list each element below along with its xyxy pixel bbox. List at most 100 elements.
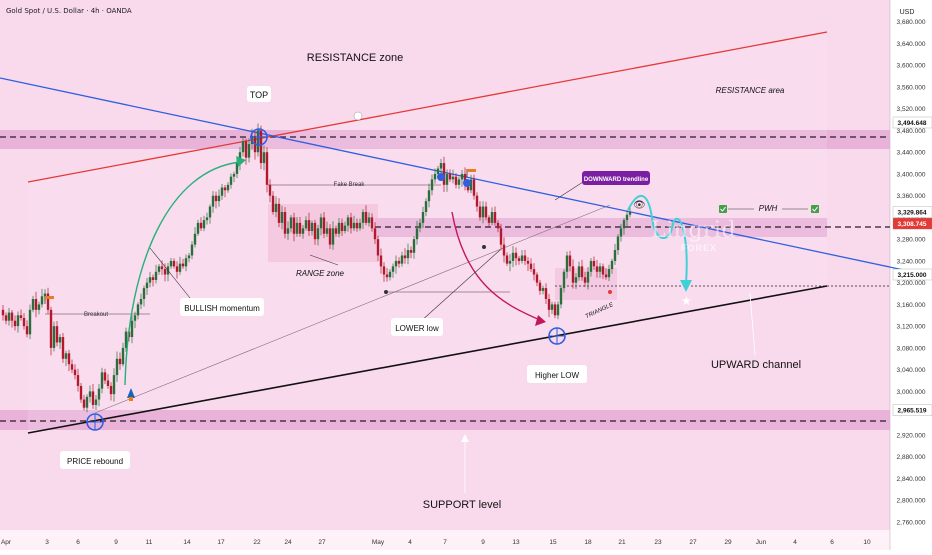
candle-body (514, 252, 518, 259)
upward-channel-label: UPWARD channel (711, 359, 801, 371)
candle-body (355, 222, 359, 229)
upward-channel-pointer (749, 292, 756, 356)
time-axis-background (0, 530, 890, 550)
candle-body (496, 222, 500, 229)
candle-body (169, 260, 173, 267)
y-tick-label: 2,840.000 (897, 476, 926, 483)
candle-body (526, 260, 530, 264)
candle-body (475, 195, 479, 207)
candle-body (211, 195, 215, 207)
lower-low-arc-arrow (451, 211, 541, 321)
x-tick-label: 4 (408, 539, 412, 546)
candle-body (370, 217, 374, 229)
range-zone-label: RANGE zone (296, 269, 345, 278)
candle-body (556, 304, 560, 316)
candle-body (346, 217, 350, 226)
y-tick-label: 3,280.000 (897, 237, 926, 244)
y-tick-label: 3,600.000 (897, 63, 926, 70)
candle-body (94, 399, 98, 405)
candle-body (172, 260, 176, 267)
candle-body (199, 222, 203, 229)
candle-body (241, 141, 245, 153)
fake-break-label: Fake Break (334, 182, 366, 188)
candle-body (175, 266, 179, 272)
candle-body (430, 179, 434, 191)
candle-body (418, 222, 422, 229)
candle-body (487, 217, 491, 223)
candle-body (214, 195, 218, 202)
candle-body (223, 187, 227, 191)
candle-body (4, 315, 8, 321)
range-pointer (309, 254, 339, 266)
x-tick-label: 18 (584, 539, 592, 546)
candle-body (517, 258, 521, 261)
candle-body (508, 260, 512, 264)
candle-body (427, 190, 431, 202)
candle-body (367, 217, 371, 223)
candle-body (391, 266, 395, 272)
y-tick-label: 3,480.000 (897, 128, 926, 135)
time-axis[interactable]: Apr 3 6 9 11 14 17 22 24 27 May 4 7 9 13 15 18 21 23 27 29 Ju… (1, 539, 871, 546)
candle-body (412, 239, 416, 253)
inner-channel-line (94, 204, 611, 414)
candle-body (286, 228, 290, 234)
candle-body (160, 266, 164, 270)
price-tag-box (892, 206, 932, 218)
candle-body (316, 228, 320, 240)
candle-body (361, 212, 365, 223)
candle-body (451, 176, 455, 180)
candle-body (232, 173, 236, 177)
candle-body (25, 326, 29, 335)
candle-body (274, 203, 278, 212)
candle-body (256, 130, 260, 153)
candle-body (70, 364, 74, 370)
candlestick-series (1, 123, 632, 413)
projection-arrowhead (680, 280, 692, 292)
candle-body (163, 269, 167, 275)
x-tick-label: 21 (618, 539, 626, 546)
x-tick-label: 29 (724, 539, 732, 546)
candle-body (139, 298, 143, 305)
candle-body (457, 179, 461, 185)
support-level-label: SUPPORT level (423, 499, 501, 511)
upward-trendline (27, 285, 828, 434)
candle-body (415, 228, 419, 240)
candle-body (79, 385, 83, 400)
candle-body (283, 212, 287, 234)
candle-body (151, 277, 155, 280)
fake-break-dot-1 (437, 173, 445, 181)
x-tick-label: 7 (443, 539, 447, 546)
candle-body (217, 195, 221, 202)
range-low-dot-icon (384, 290, 388, 294)
pwh-check-right-icon (811, 205, 819, 213)
candle-body (259, 130, 263, 164)
candle-body (331, 228, 335, 245)
candle-body (226, 184, 230, 191)
candle-body (319, 217, 323, 229)
candle-body (601, 266, 605, 275)
candle-body (613, 250, 617, 261)
x-tick-label: Apr (1, 539, 12, 546)
candle-body (154, 271, 158, 280)
breakout-flag-icon (44, 296, 54, 304)
projection-path (627, 195, 688, 285)
candle-body (301, 228, 305, 234)
price-tag: 2,965.519 (898, 408, 927, 415)
candle-body (46, 293, 50, 310)
candle-body (244, 141, 248, 158)
x-tick-label: 23 (654, 539, 662, 546)
candle-body (502, 244, 506, 256)
candle-body (580, 266, 584, 278)
candle-body (133, 315, 137, 321)
y-tick-label: 3,200.000 (897, 280, 926, 287)
x-tick-label: 22 (253, 539, 261, 546)
candle-body (325, 228, 329, 234)
candle-body (220, 187, 224, 196)
candle-body (67, 353, 71, 365)
candle-body (424, 201, 428, 212)
candle-body (358, 222, 362, 229)
x-tick-label: 3 (45, 539, 49, 546)
candle-body (532, 269, 536, 275)
